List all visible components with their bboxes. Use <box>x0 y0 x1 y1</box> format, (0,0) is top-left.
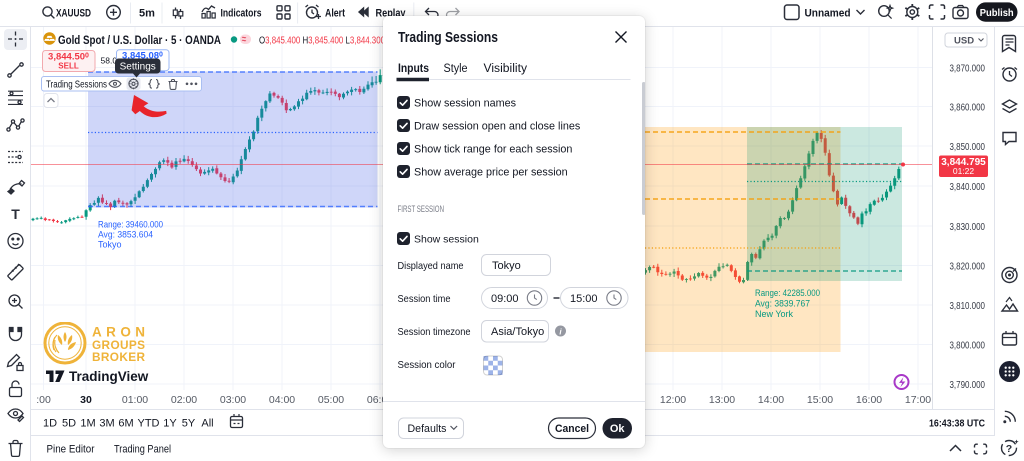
svg-text:58.0: 58.0 <box>101 56 118 66</box>
svg-text:All: All <box>201 418 213 430</box>
svg-text:5Y: 5Y <box>182 418 196 430</box>
svg-text:3,840.000: 3,840.000 <box>950 182 986 193</box>
svg-text:O3,845.400 H3,845.400 L3,844.3: O3,845.400 H3,845.400 L3,844.300 <box>259 36 385 47</box>
svg-text:SELL: SELL <box>58 62 79 71</box>
svg-text:YTD: YTD <box>138 418 160 430</box>
svg-text:Gold Spot / U.S. Dollar · 5 ·: Gold Spot / U.S. Dollar · 5 · OANDA <box>58 33 221 47</box>
svg-text:1D: 1D <box>43 418 57 430</box>
svg-text:17:00: 17:00 <box>905 394 931 406</box>
svg-text:3,845.080: 3,845.080 <box>122 51 163 62</box>
svg-text:Session color: Session color <box>397 359 455 371</box>
svg-text:3,820.000: 3,820.000 <box>950 262 986 273</box>
svg-text:16:43:38 UTC: 16:43:38 UTC <box>929 418 985 430</box>
svg-text:14:00: 14:00 <box>758 394 784 406</box>
svg-text:Pine Editor: Pine Editor <box>47 444 95 456</box>
svg-text:3,870.000: 3,870.000 <box>950 64 986 75</box>
svg-text:TradingView: TradingView <box>69 369 149 384</box>
svg-text:Trading Sessions: Trading Sessions <box>398 30 498 46</box>
svg-text:Defaults: Defaults <box>407 423 446 435</box>
svg-text:Asia/Tokyo: Asia/Tokyo <box>491 326 544 338</box>
svg-text:Unnamed: Unnamed <box>805 8 851 20</box>
svg-text:3,830.000: 3,830.000 <box>950 222 986 233</box>
svg-text:i: i <box>559 327 562 336</box>
svg-text:3,850.000: 3,850.000 <box>950 142 986 153</box>
svg-text:Session time: Session time <box>397 293 450 305</box>
svg-text:6M: 6M <box>118 418 133 430</box>
svg-text:BROKER: BROKER <box>92 350 145 364</box>
svg-text:Visibility: Visibility <box>483 61 527 75</box>
svg-text:3M: 3M <box>99 418 114 430</box>
svg-text:3,860.000: 3,860.000 <box>950 103 986 114</box>
svg-text:Inputs: Inputs <box>398 61 429 75</box>
svg-text:3,844.500: 3,844.500 <box>48 52 89 63</box>
svg-text:02:00: 02:00 <box>171 394 197 406</box>
svg-text:FIRST SESSION: FIRST SESSION <box>397 204 444 214</box>
svg-text:5m: 5m <box>139 8 155 20</box>
svg-text:03:00: 03:00 <box>220 394 246 406</box>
svg-text:1Y: 1Y <box>163 418 177 430</box>
svg-text:Cancel: Cancel <box>555 423 589 435</box>
svg-text:15:00: 15:00 <box>570 293 598 305</box>
svg-text:Trading Panel: Trading Panel <box>114 444 171 456</box>
svg-text:3,790.000: 3,790.000 <box>950 380 986 391</box>
svg-text:Indicators: Indicators <box>221 8 262 20</box>
svg-text:12:00: 12:00 <box>660 394 686 406</box>
svg-text:Alert: Alert <box>325 8 345 20</box>
svg-text:15:00: 15:00 <box>807 394 833 406</box>
svg-text:GROUPS: GROUPS <box>92 338 145 352</box>
svg-text:3,800.000: 3,800.000 <box>950 341 986 352</box>
svg-text:04:00: 04:00 <box>269 394 295 406</box>
svg-text:Show average price per session: Show average price per session <box>414 166 568 178</box>
svg-text:Avg: 3853.604: Avg: 3853.604 <box>98 230 153 240</box>
svg-text:T: T <box>11 206 20 222</box>
svg-text:USD: USD <box>954 36 974 47</box>
svg-text::00: :00 <box>36 394 51 406</box>
svg-text:30: 30 <box>80 394 92 406</box>
svg-text:1M: 1M <box>80 418 95 430</box>
svg-text:Show tick range for each sessi: Show tick range for each session <box>414 143 572 155</box>
svg-text:XAUUSD: XAUUSD <box>56 8 91 20</box>
svg-text:Tokyo: Tokyo <box>98 240 122 250</box>
svg-text:New York: New York <box>755 309 794 319</box>
svg-text:3,810.000: 3,810.000 <box>950 301 986 312</box>
svg-text:13:00: 13:00 <box>709 394 735 406</box>
svg-text:Show session names: Show session names <box>414 97 517 109</box>
svg-text:01:22: 01:22 <box>953 166 975 176</box>
svg-text:Range: 39460.000: Range: 39460.000 <box>98 220 163 230</box>
svg-text:Avg: 3839.767: Avg: 3839.767 <box>755 299 810 309</box>
svg-text:Tokyo: Tokyo <box>492 260 521 272</box>
svg-text:Trading Sessions: Trading Sessions <box>46 79 107 90</box>
svg-text:Show session: Show session <box>414 233 479 245</box>
svg-text:Style: Style <box>443 61 467 75</box>
svg-text:Publish: Publish <box>980 7 1014 19</box>
svg-text:Session timezone: Session timezone <box>397 326 470 338</box>
svg-text:Draw session open and close li: Draw session open and close lines <box>414 120 581 132</box>
svg-text:?: ? <box>1006 443 1012 455</box>
svg-text:3,844.795: 3,844.795 <box>941 157 986 168</box>
svg-text:05:00: 05:00 <box>318 394 344 406</box>
svg-text:Ok: Ok <box>609 423 625 435</box>
svg-text:Displayed name: Displayed name <box>397 260 463 272</box>
svg-text:5D: 5D <box>62 418 76 430</box>
svg-text:09:00: 09:00 <box>491 293 519 305</box>
svg-text:01:00: 01:00 <box>122 394 148 406</box>
svg-text:Range: 42285.000: Range: 42285.000 <box>755 288 820 298</box>
svg-text:Settings: Settings <box>120 62 156 73</box>
svg-text:16:00: 16:00 <box>856 394 882 406</box>
